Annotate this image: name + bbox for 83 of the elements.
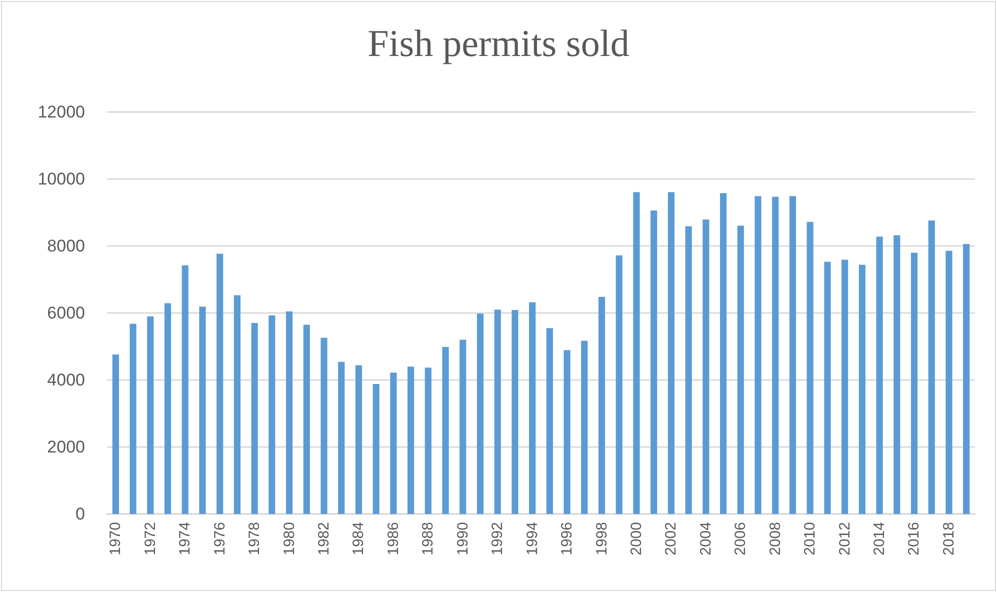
x-tick-label: 2008 bbox=[766, 522, 784, 556]
bar bbox=[546, 328, 553, 514]
chart-title: Fish permits sold bbox=[368, 23, 630, 65]
bar bbox=[251, 323, 258, 514]
bar bbox=[338, 362, 345, 514]
bar bbox=[512, 310, 518, 514]
bar bbox=[303, 324, 310, 514]
bar bbox=[320, 338, 328, 514]
bar bbox=[928, 220, 935, 514]
bar bbox=[616, 255, 622, 514]
x-tick-label: 1982 bbox=[316, 522, 332, 556]
y-tick-label: 2000 bbox=[47, 438, 85, 456]
bar bbox=[685, 226, 692, 514]
bar bbox=[650, 210, 658, 514]
bar bbox=[355, 365, 362, 514]
bar bbox=[946, 250, 952, 514]
x-tick-label: 2014 bbox=[871, 522, 888, 556]
bar bbox=[772, 196, 779, 514]
bar bbox=[824, 262, 831, 514]
bar bbox=[390, 372, 397, 514]
y-tick-label: 8000 bbox=[47, 236, 85, 256]
bar bbox=[112, 354, 119, 514]
bar bbox=[460, 340, 466, 514]
bar bbox=[216, 254, 224, 514]
bar bbox=[408, 366, 414, 514]
bar bbox=[424, 368, 432, 514]
x-tick-label: 1996 bbox=[558, 522, 576, 556]
bar bbox=[789, 196, 796, 514]
bar bbox=[806, 222, 814, 514]
x-tick-label: 1970 bbox=[107, 522, 124, 556]
bar bbox=[564, 350, 570, 514]
x-tick-label: 1988 bbox=[420, 522, 437, 556]
bar bbox=[633, 192, 640, 514]
x-tick-label: 1998 bbox=[593, 522, 610, 556]
y-tick-label: 4000 bbox=[47, 370, 85, 390]
bar bbox=[476, 314, 484, 514]
bar bbox=[702, 220, 710, 514]
x-tick-label: 2012 bbox=[836, 522, 854, 556]
y-tick-label: 0 bbox=[76, 504, 85, 524]
x-tick-label: 2006 bbox=[732, 522, 750, 556]
x-tick-label: 2002 bbox=[662, 522, 680, 556]
y-tick-label: 10000 bbox=[38, 170, 85, 188]
bar bbox=[581, 340, 588, 514]
x-tick-label: 1974 bbox=[176, 522, 194, 556]
bar bbox=[894, 235, 900, 514]
x-tick-label: 2004 bbox=[697, 522, 714, 556]
bar bbox=[668, 192, 674, 514]
bar bbox=[876, 236, 883, 514]
x-tick-label: 1972 bbox=[142, 522, 159, 556]
bar bbox=[963, 244, 970, 514]
bar bbox=[199, 306, 206, 514]
bar bbox=[372, 384, 380, 514]
bar bbox=[130, 324, 136, 514]
bar bbox=[529, 302, 536, 514]
x-tick-label: 2010 bbox=[802, 522, 819, 556]
x-tick-label: 1984 bbox=[350, 522, 368, 556]
bar bbox=[720, 193, 727, 514]
bar bbox=[182, 265, 188, 514]
x-tick-label: 2018 bbox=[940, 522, 958, 556]
y-tick-label: 12000 bbox=[38, 102, 85, 122]
y-tick-label: 6000 bbox=[47, 304, 85, 322]
bar bbox=[234, 295, 240, 514]
bar bbox=[286, 311, 293, 514]
x-tick-label: 1976 bbox=[211, 522, 228, 556]
x-tick-label: 1980 bbox=[280, 522, 298, 556]
x-tick-label: 1994 bbox=[524, 522, 541, 556]
x-tick-label: 1992 bbox=[489, 522, 506, 556]
bar bbox=[164, 303, 172, 514]
x-tick-label: 1978 bbox=[246, 522, 264, 556]
bar bbox=[754, 196, 762, 514]
bar bbox=[268, 315, 276, 514]
bar bbox=[842, 260, 848, 514]
x-tick-label: 1990 bbox=[454, 522, 472, 556]
bar bbox=[737, 226, 744, 514]
bar bbox=[147, 316, 154, 514]
x-tick-label: 1986 bbox=[384, 522, 402, 556]
bar bbox=[858, 264, 866, 514]
x-tick-label: 2000 bbox=[628, 522, 645, 556]
bar bbox=[598, 296, 606, 514]
bar bbox=[494, 310, 501, 514]
bar bbox=[442, 346, 449, 514]
bar bbox=[910, 252, 918, 514]
x-tick-label: 2016 bbox=[906, 522, 923, 556]
